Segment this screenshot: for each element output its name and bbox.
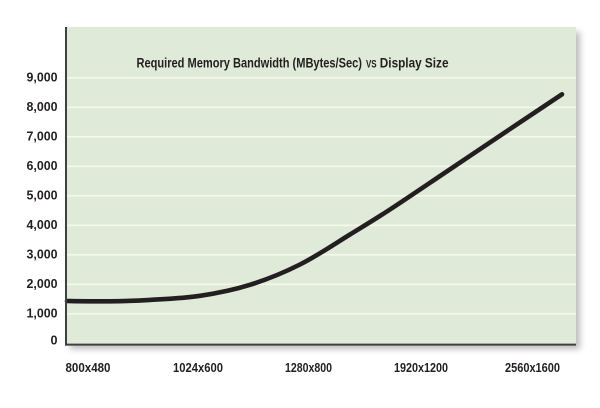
svg-text:0: 0 [51,332,58,347]
svg-text:VS: VS [366,59,377,71]
svg-text:6,000: 6,000 [27,158,58,173]
svg-text:7,000: 7,000 [27,128,58,143]
svg-text:Display Size: Display Size [380,56,449,72]
svg-text:1,000: 1,000 [27,305,58,320]
svg-text:4,000: 4,000 [27,217,58,232]
svg-text:1024x600: 1024x600 [173,360,223,375]
svg-text:3,000: 3,000 [27,246,58,261]
svg-text:1920x1200: 1920x1200 [394,360,448,375]
svg-text:2560x1600: 2560x1600 [505,360,560,375]
svg-text:5,000: 5,000 [27,187,58,202]
svg-text:9,000: 9,000 [27,69,58,84]
svg-text:Required Memory Bandwidth (MBy: Required Memory Bandwidth (MBytes/Sec) [137,56,363,72]
svg-text:8,000: 8,000 [27,99,58,114]
svg-text:800x480: 800x480 [66,360,111,375]
svg-text:1280x800: 1280x800 [285,360,332,375]
svg-text:2,000: 2,000 [27,276,58,291]
